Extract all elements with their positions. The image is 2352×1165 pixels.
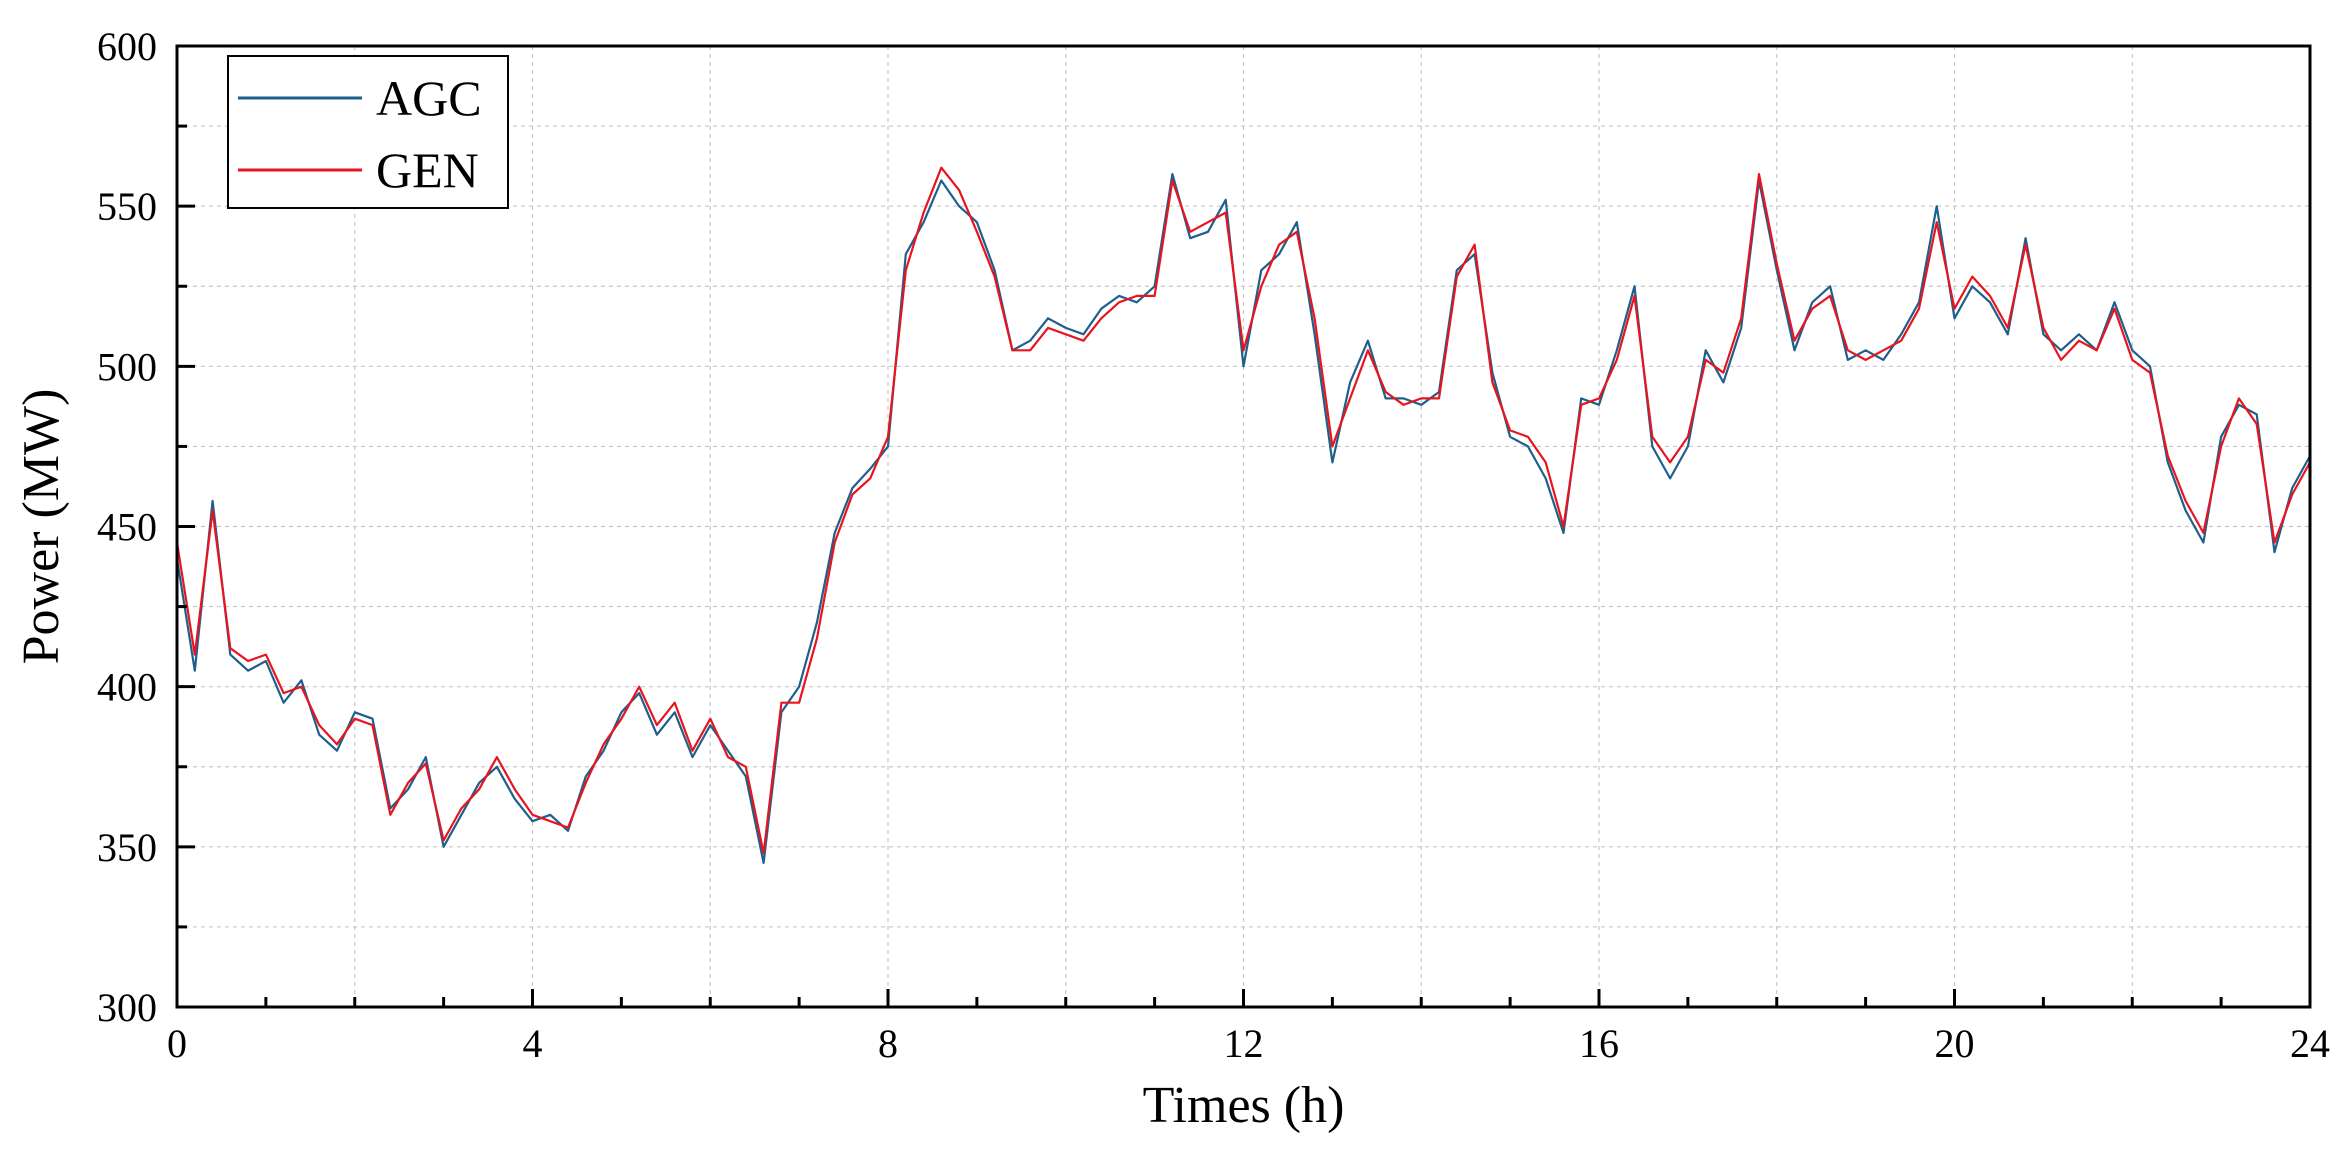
axis-ticks <box>175 44 2312 1009</box>
x-tick-label: 4 <box>523 1021 543 1066</box>
x-tick-label: 8 <box>878 1021 898 1066</box>
y-tick-label: 400 <box>97 665 157 710</box>
legend-label-agc: AGC <box>376 70 482 126</box>
legend: AGC GEN <box>227 55 509 209</box>
y-axis-title: Power (MW) <box>13 389 70 665</box>
x-tick-label: 20 <box>1935 1021 1975 1066</box>
x-axis-title: Times (h) <box>1143 1077 1345 1134</box>
legend-box <box>227 55 509 209</box>
y-tick-label: 300 <box>97 985 157 1030</box>
legend-label-gen: GEN <box>376 142 479 198</box>
grid <box>177 46 2310 1007</box>
x-tick-label: 12 <box>1224 1021 1264 1066</box>
series-line-gen <box>175 166 2311 855</box>
x-tick-label: 16 <box>1579 1021 1619 1066</box>
x-tick-label: 0 <box>167 1021 187 1066</box>
series-lines <box>175 166 2311 865</box>
y-tick-label: 350 <box>97 825 157 870</box>
series-line-agc <box>175 173 2311 865</box>
y-tick-label: 600 <box>97 24 157 69</box>
y-tick-label: 500 <box>97 344 157 389</box>
x-tick-label: 24 <box>2290 1021 2330 1066</box>
y-tick-label: 450 <box>97 505 157 550</box>
y-tick-label: 550 <box>97 184 157 229</box>
tick-labels: 0 4 8 12 16 20 24 300 350 400 450 500 550 600 <box>97 24 2330 1066</box>
